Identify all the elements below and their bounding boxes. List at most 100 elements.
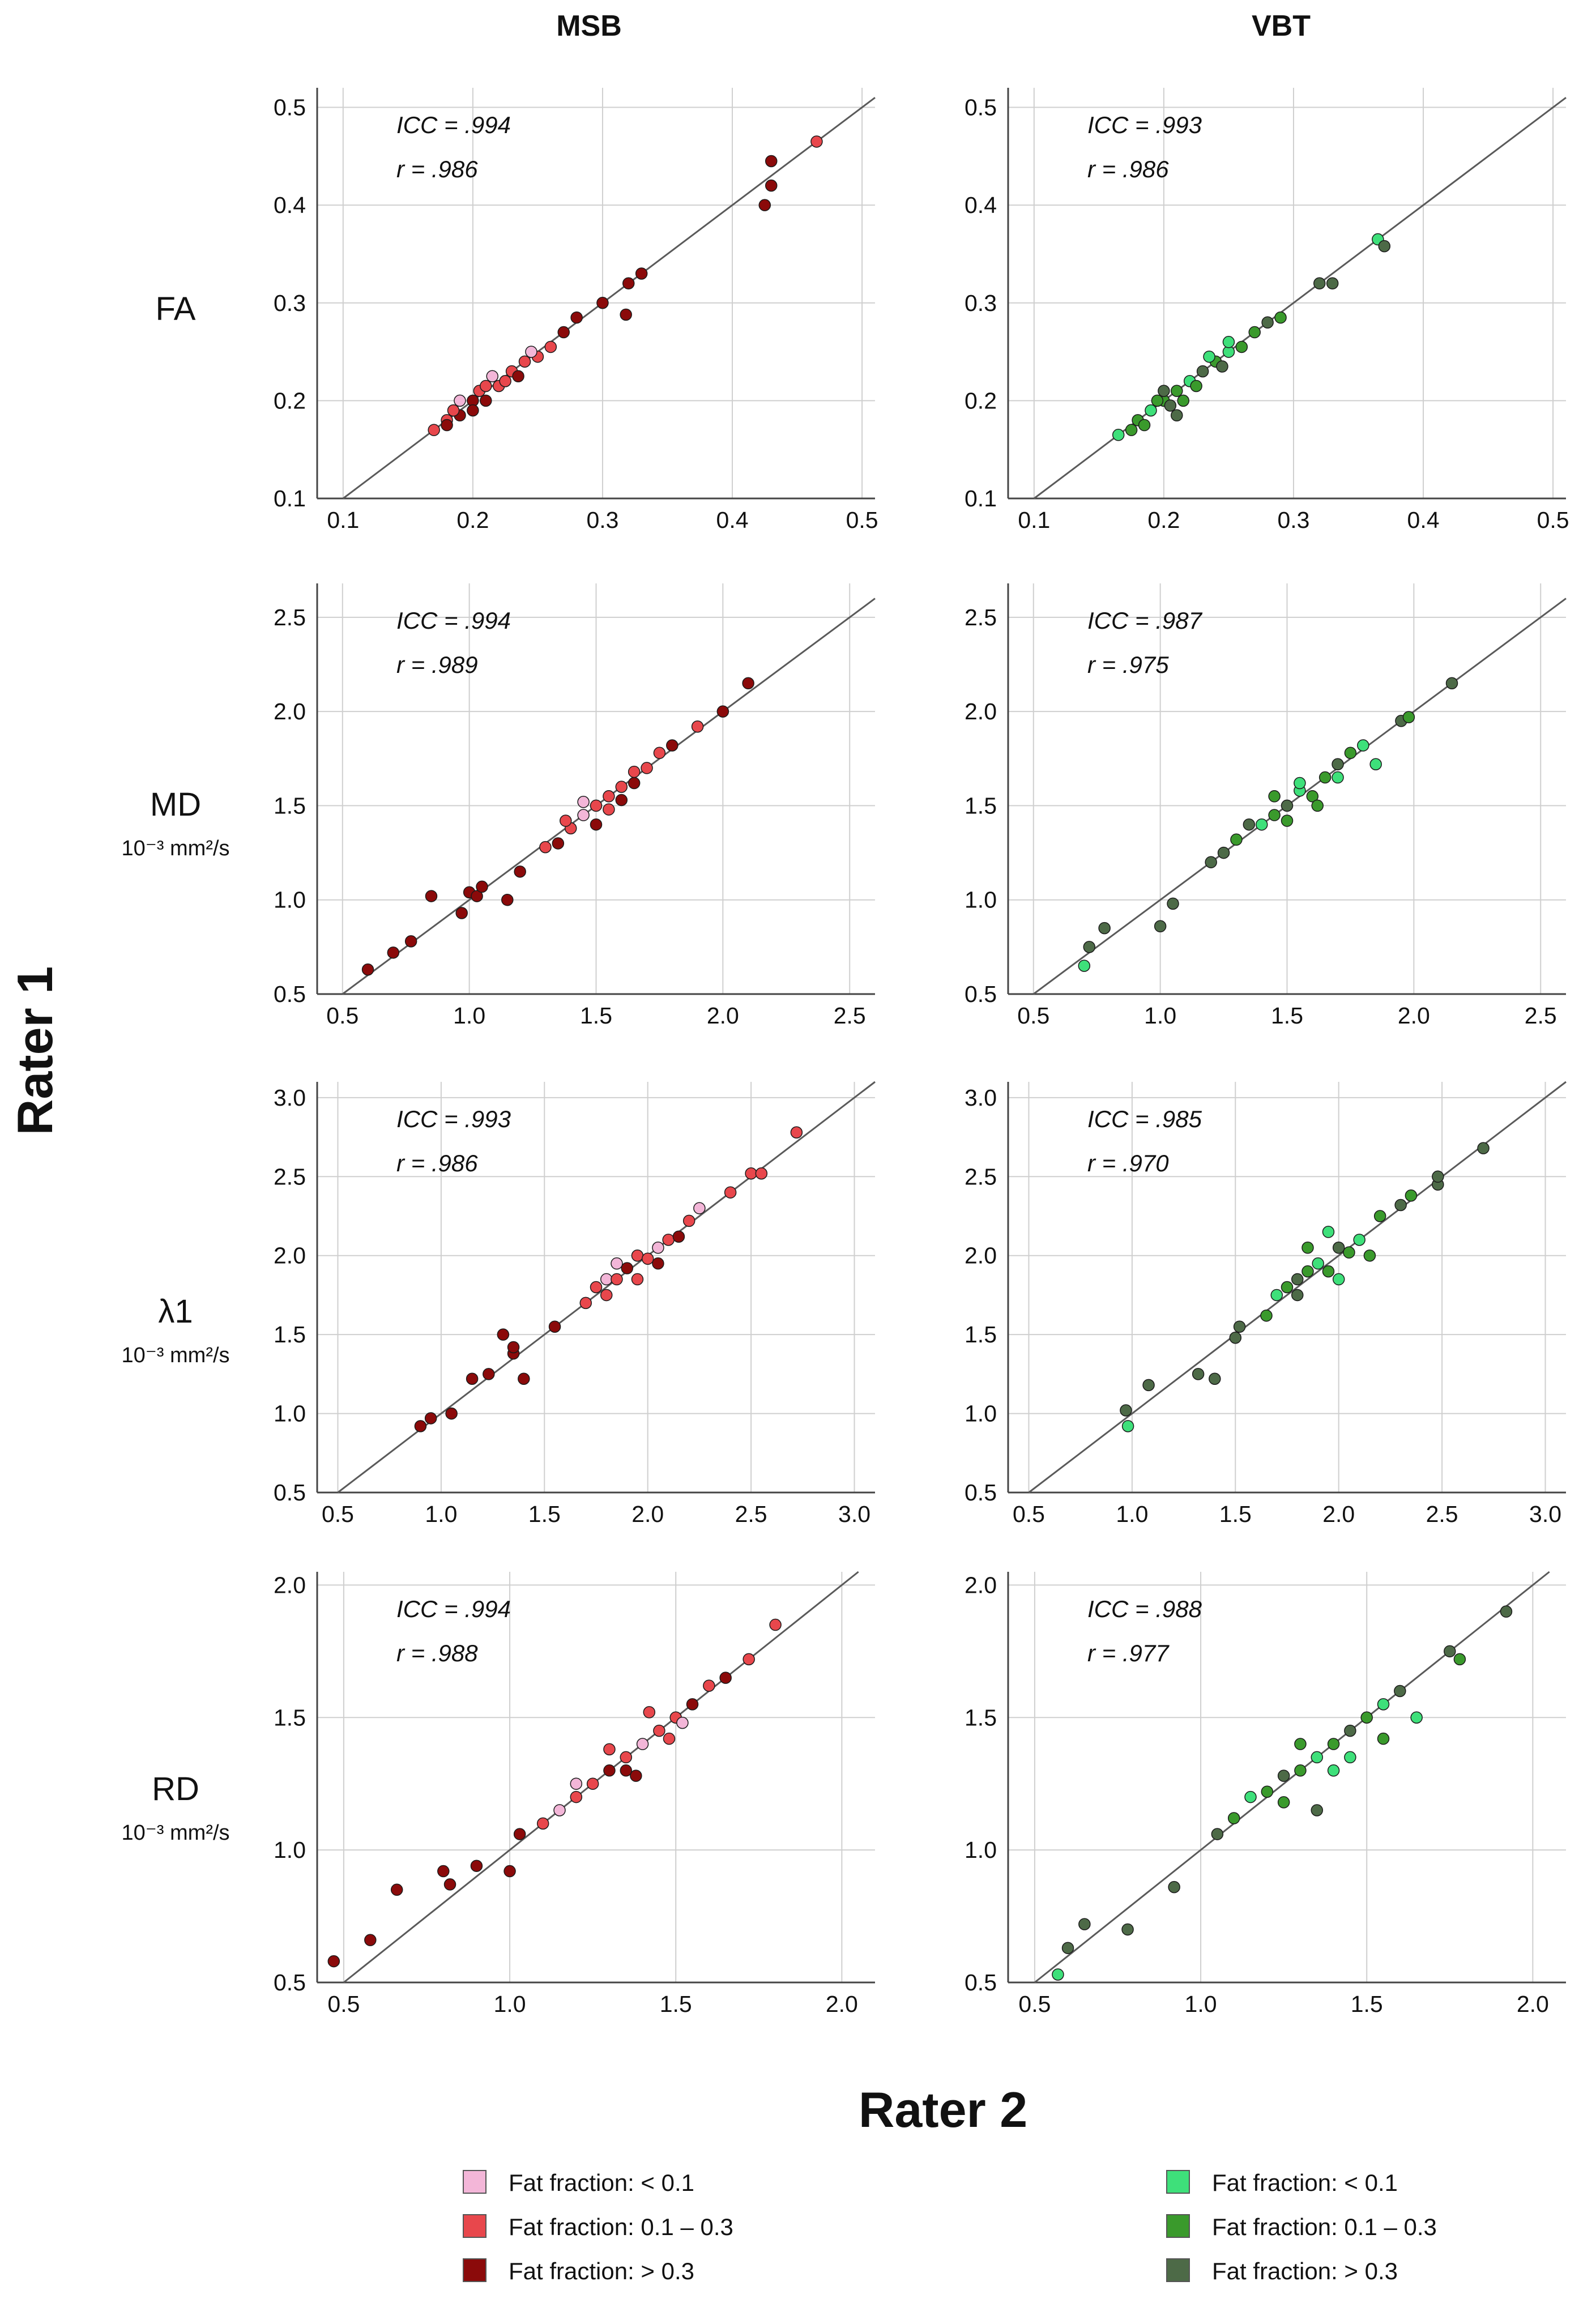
scatter-point xyxy=(1158,385,1170,397)
scatter-point xyxy=(1394,1199,1407,1212)
scatter-point xyxy=(1154,920,1167,933)
y-tick-label: 2.5 xyxy=(965,604,997,630)
scatter-point xyxy=(724,1186,737,1199)
scatter-point xyxy=(414,1420,427,1432)
scatter-point xyxy=(1261,316,1274,329)
x-tick-label: 2.5 xyxy=(735,1501,767,1527)
scatter-point xyxy=(615,794,628,807)
legend-swatch-vbt-mid xyxy=(1166,2214,1190,2238)
scatter-point xyxy=(596,297,609,309)
scatter-point xyxy=(641,1252,654,1265)
scatter-point xyxy=(552,837,565,850)
x-axis-title: Rater 2 xyxy=(859,2082,1027,2138)
panel-msb-md: 0.5 1.0 1.5 2.0 2.5 0.5 1.0 1.5 2.0 2.5 ICC = .994… xyxy=(274,583,876,1029)
y-tick-label: 1.0 xyxy=(965,1837,997,1863)
scatter-point xyxy=(1078,960,1091,972)
x-tick-label: 1.0 xyxy=(494,1991,526,2017)
y-tick-label: 1.5 xyxy=(274,1704,306,1730)
scatter-point xyxy=(1353,1234,1365,1246)
scatter-point xyxy=(497,1328,510,1341)
scatter-point xyxy=(1277,1796,1290,1809)
scatter-point xyxy=(483,1368,495,1380)
scatter-point xyxy=(765,155,778,168)
scatter-point xyxy=(662,1234,675,1246)
y-tick-label: 0.5 xyxy=(965,1479,997,1506)
y-tick-label: 0.5 xyxy=(274,95,306,121)
scatter-point xyxy=(765,179,778,192)
legend-label-vbt-low: Fat fraction: < 0.1 xyxy=(1212,2169,1398,2196)
icc-annotation: ICC = .985 xyxy=(1087,1106,1202,1132)
y-tick-label: 0.5 xyxy=(965,1969,997,1995)
y-tick-label: 0.2 xyxy=(274,387,306,413)
scatter-point xyxy=(653,747,666,760)
scatter-point xyxy=(441,419,453,432)
scatter-point xyxy=(577,796,590,808)
scatter-point xyxy=(1203,350,1215,363)
scatter-point xyxy=(476,880,488,893)
scatter-point xyxy=(769,1618,782,1631)
y-tick-label: 0.4 xyxy=(965,192,997,218)
row-unit-md: 10⁻³ mm²/s xyxy=(121,837,229,860)
scatter-point xyxy=(666,739,678,752)
scatter-point xyxy=(1281,815,1294,827)
scatter-point xyxy=(480,394,492,407)
panel-vbt-1: 0.5 1.0 1.5 2.0 2.5 3.0 0.5 1.0 1.5 2.0 2.5 3.0 ICC … xyxy=(965,1081,1567,1527)
y-tick-label: 1.5 xyxy=(274,1321,306,1348)
scatter-point xyxy=(1268,790,1281,803)
identity-line xyxy=(337,1081,876,1494)
legend-swatch-msb-low xyxy=(463,2170,487,2194)
scatter-point xyxy=(1277,1769,1290,1782)
scatter-point xyxy=(560,815,572,827)
scatter-point xyxy=(1190,379,1202,393)
scatter-point xyxy=(1112,429,1125,441)
column-title-vbt: VBT xyxy=(1252,10,1311,42)
row-label-fa: FA xyxy=(156,291,196,327)
scatter-point xyxy=(653,1724,665,1737)
y-tick-label: 0.3 xyxy=(274,290,306,316)
r-annotation: r = .986 xyxy=(1087,156,1169,182)
scatter-point xyxy=(1327,1764,1340,1777)
scatter-point xyxy=(1209,1372,1221,1385)
legend-swatch-vbt-high xyxy=(1166,2258,1190,2282)
scatter-panels: 0.1 0.2 0.3 0.4 0.5 0.1 0.2 0.3 0.4 0.5 ICC = .994… xyxy=(274,88,1569,2017)
scatter-point xyxy=(1311,1804,1324,1816)
x-tick-label: 0.3 xyxy=(1277,507,1309,533)
scatter-point xyxy=(1120,1404,1132,1417)
scatter-point xyxy=(600,1289,613,1302)
scatter-point xyxy=(590,799,603,812)
scatter-point xyxy=(425,890,438,902)
scatter-point xyxy=(577,809,590,821)
scatter-point xyxy=(603,1743,616,1756)
scatter-point xyxy=(682,1214,695,1227)
x-tick-label: 0.5 xyxy=(326,1003,359,1029)
scatter-point xyxy=(691,720,704,733)
y-tick-label: 0.4 xyxy=(274,192,306,218)
scatter-point xyxy=(1168,1880,1180,1894)
row-label-md: MD xyxy=(150,786,201,823)
legend-label-vbt-high: Fat fraction: > 0.3 xyxy=(1212,2258,1398,2284)
scatter-point xyxy=(620,1764,633,1777)
x-tick-label: 0.5 xyxy=(322,1501,354,1527)
panel-msb-rd: 0.5 1.0 1.5 2.0 0.5 1.0 1.5 2.0 ICC = .994 r = .9… xyxy=(274,1571,875,2017)
scatter-point xyxy=(643,1706,656,1719)
scatter-point xyxy=(672,1230,685,1243)
y-axis-title: Rater 1 xyxy=(7,966,63,1135)
scatter-point xyxy=(652,1257,664,1270)
scatter-point xyxy=(361,963,374,976)
x-tick-label: 2.5 xyxy=(1525,1003,1557,1029)
y-tick-label: 0.1 xyxy=(274,485,306,511)
scatter-point xyxy=(611,1273,623,1286)
x-tick-label: 1.0 xyxy=(1185,1991,1217,2017)
scatter-point xyxy=(1171,409,1183,422)
scatter-point xyxy=(641,762,653,774)
panel-vbt-md: 0.5 1.0 1.5 2.0 2.5 0.5 1.0 1.5 2.0 2.5 ICC = .987… xyxy=(965,583,1567,1029)
y-tick-label: 2.0 xyxy=(965,698,997,724)
y-tick-label: 1.5 xyxy=(965,792,997,818)
x-tick-label: 2.0 xyxy=(631,1501,664,1527)
scatter-point xyxy=(1164,399,1177,412)
scatter-point xyxy=(631,1273,644,1286)
x-tick-label: 1.0 xyxy=(453,1003,485,1029)
y-tick-label: 0.5 xyxy=(274,1969,306,1995)
y-tick-label: 1.0 xyxy=(274,1837,306,1863)
y-tick-label: 0.5 xyxy=(965,981,997,1007)
